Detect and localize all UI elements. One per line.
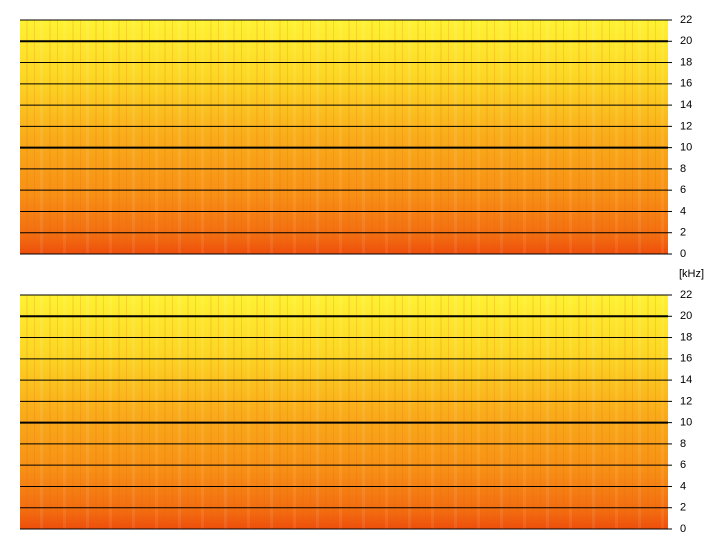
spectrogram-texture bbox=[20, 295, 668, 529]
y-tick-label: 8 bbox=[680, 438, 686, 450]
y-tick-label: 14 bbox=[680, 374, 692, 386]
y-tick-label: 4 bbox=[680, 205, 686, 217]
y-tick-label: 22 bbox=[680, 289, 692, 301]
y-tick-label: 2 bbox=[680, 227, 686, 239]
y-tick-label: 4 bbox=[680, 480, 686, 492]
y-tick-label: 16 bbox=[680, 78, 692, 90]
y-tick-label: 22 bbox=[680, 14, 692, 26]
y-tick-label: 0 bbox=[680, 523, 686, 535]
y-tick-label: 18 bbox=[680, 56, 692, 68]
y-tick-label: 0 bbox=[680, 248, 686, 260]
y-tick-label: 2 bbox=[680, 502, 686, 514]
y-tick-label: 10 bbox=[680, 142, 692, 154]
y-tick-label: 6 bbox=[680, 459, 686, 471]
y-tick-label: 12 bbox=[680, 395, 692, 407]
y-tick-label: 18 bbox=[680, 331, 692, 343]
y-tick-label: 20 bbox=[680, 35, 692, 47]
y-tick-label: 10 bbox=[680, 417, 692, 429]
y-tick-label: 8 bbox=[680, 163, 686, 175]
spectrogram-texture bbox=[20, 20, 668, 254]
y-tick-label: 6 bbox=[680, 184, 686, 196]
y-tick-label: 20 bbox=[680, 310, 692, 322]
y-tick-label: 16 bbox=[680, 353, 692, 365]
y-axis-label: [kHz] bbox=[679, 268, 704, 280]
y-tick-label: 14 bbox=[680, 99, 692, 111]
y-tick-label: 12 bbox=[680, 120, 692, 132]
